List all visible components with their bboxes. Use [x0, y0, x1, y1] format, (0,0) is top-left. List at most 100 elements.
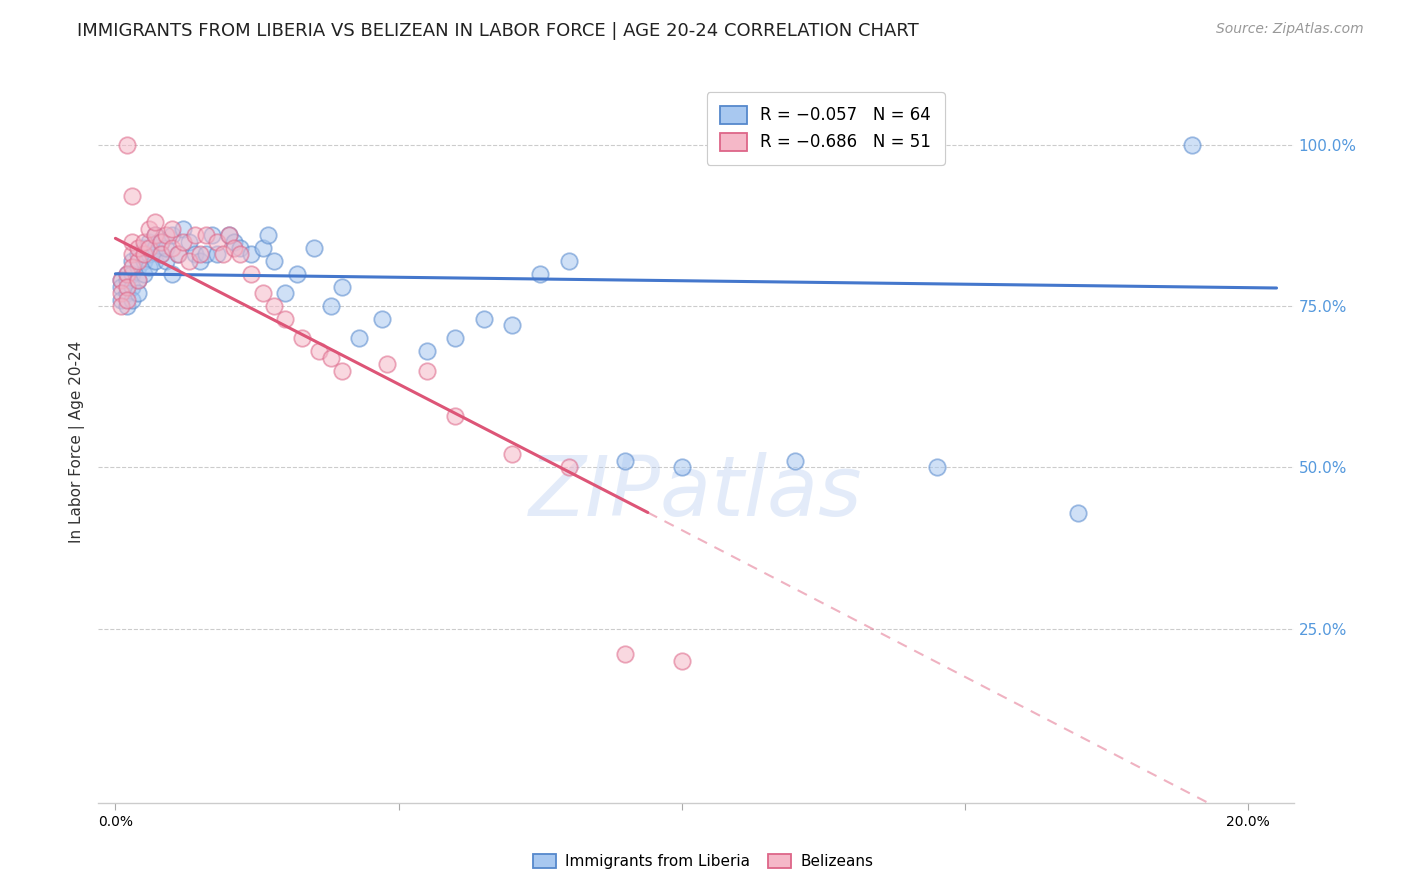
Point	[416, 344, 439, 359]
Point	[207, 235, 229, 249]
Point	[190, 254, 212, 268]
Point	[160, 241, 183, 255]
Point	[1180, 137, 1202, 152]
Point	[183, 247, 205, 261]
Point	[160, 267, 183, 281]
Point	[285, 267, 308, 281]
Point	[132, 241, 155, 255]
Point	[925, 460, 948, 475]
Point	[319, 351, 342, 365]
Point	[501, 447, 523, 461]
Point	[155, 228, 177, 243]
Point	[207, 247, 229, 261]
Point	[370, 312, 392, 326]
Text: Source: ZipAtlas.com: Source: ZipAtlas.com	[1216, 22, 1364, 37]
Point	[291, 331, 314, 345]
Point	[330, 363, 353, 377]
Point	[115, 267, 138, 281]
Point	[110, 279, 132, 293]
Point	[115, 137, 138, 152]
Point	[190, 247, 212, 261]
Point	[229, 241, 252, 255]
Point	[212, 247, 235, 261]
Point	[195, 228, 218, 243]
Point	[444, 331, 467, 345]
Point	[138, 241, 160, 255]
Point	[121, 260, 143, 275]
Point	[160, 221, 183, 235]
Point	[183, 228, 205, 243]
Point	[149, 247, 172, 261]
Point	[121, 235, 143, 249]
Point	[263, 254, 285, 268]
Point	[132, 247, 155, 261]
Point	[614, 648, 637, 662]
Point	[201, 228, 224, 243]
Point	[218, 228, 240, 243]
Point	[127, 286, 149, 301]
Point	[172, 235, 194, 249]
Point	[110, 286, 132, 301]
Point	[115, 293, 138, 307]
Point	[160, 228, 183, 243]
Point	[149, 247, 172, 261]
Point	[218, 228, 240, 243]
Point	[143, 215, 166, 229]
Point	[127, 254, 149, 268]
Point	[138, 247, 160, 261]
Point	[127, 247, 149, 261]
Point	[557, 254, 579, 268]
Point	[121, 279, 143, 293]
Point	[257, 228, 280, 243]
Point	[110, 273, 132, 287]
Point	[671, 654, 693, 668]
Point	[138, 235, 160, 249]
Point	[110, 273, 132, 287]
Point	[330, 279, 353, 293]
Point	[416, 363, 439, 377]
Point	[110, 299, 132, 313]
Point	[149, 235, 172, 249]
Point	[308, 344, 330, 359]
Point	[274, 286, 297, 301]
Y-axis label: In Labor Force | Age 20-24: In Labor Force | Age 20-24	[69, 341, 86, 542]
Point	[127, 273, 149, 287]
Point	[110, 293, 132, 307]
Point	[224, 235, 246, 249]
Text: IMMIGRANTS FROM LIBERIA VS BELIZEAN IN LABOR FORCE | AGE 20-24 CORRELATION CHART: IMMIGRANTS FROM LIBERIA VS BELIZEAN IN L…	[77, 22, 920, 40]
Point	[138, 260, 160, 275]
Point	[671, 460, 693, 475]
Point	[143, 241, 166, 255]
Point	[143, 228, 166, 243]
Point	[177, 254, 200, 268]
Point	[557, 460, 579, 475]
Point	[138, 221, 160, 235]
Point	[783, 454, 806, 468]
Point	[177, 235, 200, 249]
Point	[501, 318, 523, 333]
Point	[302, 241, 325, 255]
Point	[127, 273, 149, 287]
Point	[155, 241, 177, 255]
Point	[252, 286, 274, 301]
Point	[115, 299, 138, 313]
Point	[166, 247, 188, 261]
Point	[115, 273, 138, 287]
Point	[172, 221, 194, 235]
Point	[319, 299, 342, 313]
Point	[224, 241, 246, 255]
Point	[121, 267, 143, 281]
Point	[115, 286, 138, 301]
Point	[127, 241, 149, 255]
Legend: Immigrants from Liberia, Belizeans: Immigrants from Liberia, Belizeans	[527, 847, 879, 875]
Point	[132, 235, 155, 249]
Point	[229, 247, 252, 261]
Text: ZIPatlas: ZIPatlas	[529, 451, 863, 533]
Point	[252, 241, 274, 255]
Point	[115, 279, 138, 293]
Point	[444, 409, 467, 423]
Point	[472, 312, 495, 326]
Point	[121, 254, 143, 268]
Point	[132, 267, 155, 281]
Point	[375, 357, 398, 371]
